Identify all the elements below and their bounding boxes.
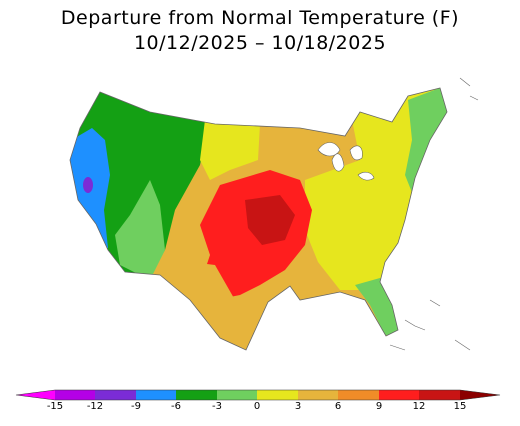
map-title: Departure from Normal Temperature (F) 10… [0,6,520,56]
us-outline [69,87,448,351]
region-northern-tier-yellow [200,120,260,180]
coastline-islands [389,77,479,351]
region-texas-fill [168,260,255,350]
region-northern-rockies-fill [115,180,165,280]
title-line-1: Departure from Normal Temperature (F) [60,7,460,29]
region-florida-fill [355,278,400,335]
region-central-core-fill [245,195,295,245]
title-line-2: 10/12/2025 – 10/18/2025 [133,32,387,54]
great-lakes [317,142,375,181]
anomaly-fill-layer [70,88,447,350]
region-west-coast-purple [83,177,93,193]
